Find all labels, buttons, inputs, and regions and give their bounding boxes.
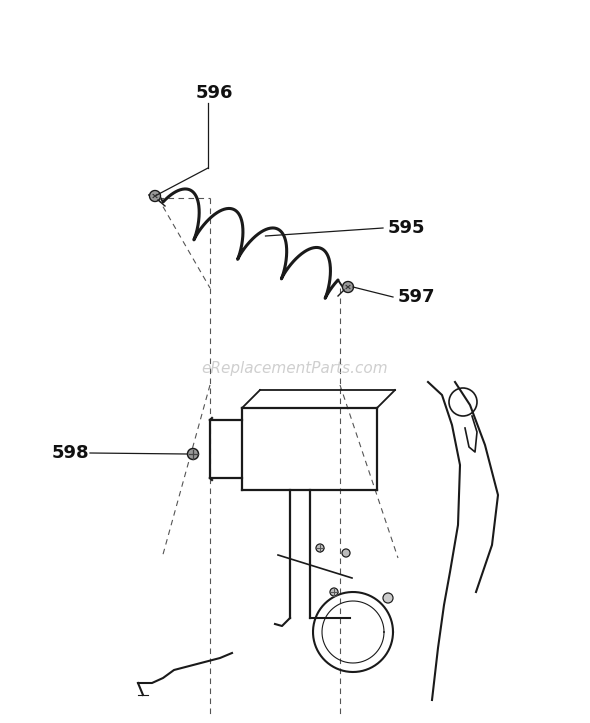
Circle shape (343, 281, 353, 293)
Circle shape (383, 593, 393, 603)
Circle shape (316, 544, 324, 552)
Circle shape (342, 549, 350, 557)
Text: eReplacementParts.com: eReplacementParts.com (202, 361, 388, 375)
Text: 596: 596 (196, 84, 234, 102)
Text: 595: 595 (388, 219, 425, 237)
Text: 598: 598 (52, 444, 90, 462)
Circle shape (149, 190, 160, 202)
Circle shape (188, 448, 198, 460)
Text: 597: 597 (398, 288, 435, 306)
Circle shape (330, 588, 338, 596)
